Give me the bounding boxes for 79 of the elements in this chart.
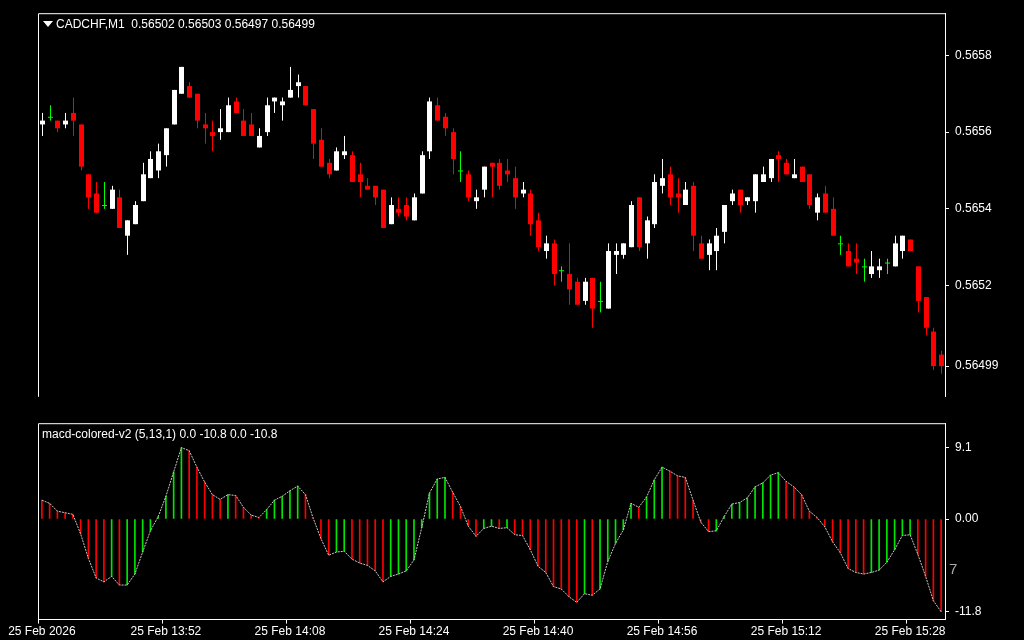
candlestick (614, 242, 619, 275)
candlestick (48, 104, 53, 122)
candlestick (482, 166, 487, 198)
candlestick (474, 189, 479, 210)
candlestick (466, 169, 471, 202)
x-tick-label: 25 Feb 2026 (8, 624, 76, 639)
candlestick (125, 219, 130, 256)
candlestick (490, 162, 495, 198)
x-tick-label: 25 Feb 14:56 (626, 624, 698, 639)
candlestick (218, 108, 223, 141)
y-tick-label: 0.5652 (955, 277, 993, 292)
candlestick (210, 120, 215, 152)
candlestick (505, 158, 510, 183)
chart-title: CADCHF,M1 0.56502 0.56503 0.56497 0.56499 (54, 17, 317, 32)
candlestick (458, 150, 463, 183)
candlestick (583, 277, 588, 306)
candlestick (102, 181, 107, 210)
text: 7 (949, 559, 958, 577)
candlestick (885, 258, 890, 275)
candlestick (280, 97, 285, 122)
candlestick (412, 192, 417, 221)
candlestick (645, 216, 650, 260)
candlestick (869, 250, 874, 279)
candlestick (862, 258, 867, 283)
x-tick-label: 25 Feb 15:28 (874, 624, 946, 639)
line-series (41, 447, 942, 613)
candlestick (327, 158, 332, 179)
candlestick (94, 181, 99, 214)
candlestick (148, 150, 153, 179)
candlestick (497, 158, 502, 191)
candlestick (396, 196, 401, 218)
candlestick (575, 277, 580, 306)
y-tick-label: 0.00 (955, 511, 979, 526)
candlestick (71, 97, 76, 137)
candlestick (342, 135, 347, 160)
candlestick (815, 192, 820, 221)
candlestick (110, 185, 115, 210)
candlestick (559, 265, 564, 283)
candlestick (404, 196, 409, 221)
candlestick (854, 242, 859, 275)
y-tick-label: 0.5658 (955, 47, 993, 62)
y-tick-label: -11.8 (955, 604, 982, 619)
candlestick (443, 112, 448, 137)
candlestick (823, 185, 828, 214)
candlestick (156, 143, 161, 179)
candlestick (358, 162, 363, 198)
candlestick (203, 112, 208, 145)
candlestick (288, 66, 293, 99)
y-tick-label: 0.5656 (955, 124, 993, 139)
candlestick (877, 258, 882, 279)
candlestick (707, 239, 712, 271)
candlestick (389, 196, 394, 225)
candlestick (893, 235, 898, 267)
candlestick (435, 97, 440, 122)
x-tick-label: 25 Feb 13:52 (130, 624, 202, 639)
y-tick-label: 0.56499 (955, 358, 999, 373)
candlestick (838, 235, 843, 256)
x-tick-label: 25 Feb 15:12 (750, 624, 822, 639)
candlestick (714, 227, 719, 271)
candlestick (513, 166, 518, 210)
candlestick (544, 235, 549, 260)
candlestick (699, 235, 704, 260)
candlestick (567, 242, 572, 306)
candlestick (676, 177, 681, 214)
candlestick (598, 281, 603, 313)
candlestick (296, 74, 301, 99)
x-tick-label: 25 Feb 14:08 (254, 624, 326, 639)
y-tick-label: 0.5654 (955, 201, 993, 216)
y-tick-label: 9.1 (955, 439, 973, 454)
candlestick (668, 166, 673, 206)
x-tick-label: 25 Feb 14:40 (502, 624, 574, 639)
chart-title: macd-colored-v2 (5,13,1) 0.0 -10.8 0.0 -10.8 (40, 427, 280, 442)
candlestick (660, 158, 665, 194)
candlestick (241, 108, 246, 137)
x-tick-label: 25 Feb 14:24 (378, 624, 450, 639)
candlestick (86, 173, 91, 210)
candlestick (776, 150, 781, 183)
candlestick (249, 112, 254, 137)
candlestick (939, 350, 944, 375)
